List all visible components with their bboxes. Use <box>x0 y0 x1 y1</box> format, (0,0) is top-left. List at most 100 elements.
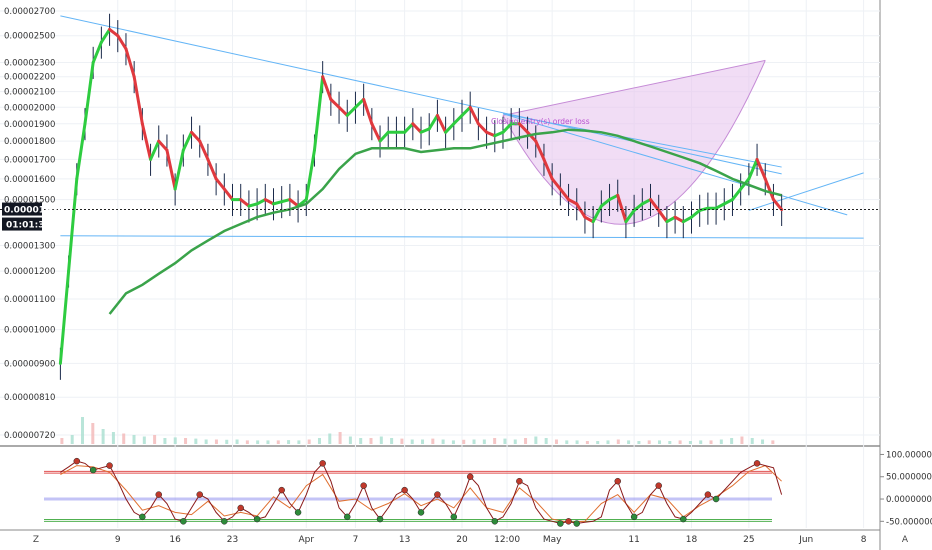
volume-bar <box>122 433 126 444</box>
trendline[interactable] <box>748 172 864 211</box>
volume-bar <box>585 441 589 444</box>
price-segment-down <box>657 208 669 224</box>
volume-bar <box>678 440 682 444</box>
price-segment-up <box>149 139 161 161</box>
buy-signal-dot <box>680 515 687 523</box>
price-segment-up <box>67 177 79 273</box>
volume-bar <box>410 439 414 444</box>
price-segment-down <box>649 198 661 212</box>
price-tick-label: 0.00000720 <box>4 431 55 441</box>
price-segment-up <box>58 269 71 365</box>
volume-bar <box>761 439 765 444</box>
sell-signal-dot <box>155 491 162 498</box>
volume-bar <box>173 437 177 444</box>
price-segment-down <box>329 97 341 109</box>
volume-bar <box>482 439 486 444</box>
x-tick-label: 25 <box>743 535 754 545</box>
closing-order-annotation: Closing entry(s) order loss <box>491 117 590 126</box>
price-segment-down <box>526 130 538 143</box>
volume-bar <box>307 439 311 444</box>
oscillator-tick-label: 100.00000000 <box>886 450 932 460</box>
volume-bar <box>771 440 775 444</box>
price-segment-up <box>640 198 653 206</box>
volume-bar <box>111 432 115 444</box>
price-segment-up <box>91 40 103 64</box>
volume-bar <box>596 441 600 444</box>
trendline[interactable] <box>60 15 782 175</box>
countdown-tag <box>2 217 42 231</box>
buy-signal-dot <box>712 495 720 503</box>
volume-bar <box>184 438 188 444</box>
volume-bar <box>276 440 280 444</box>
buy-signal-dot <box>89 466 97 474</box>
sell-signal-dot <box>655 482 662 489</box>
buy-signal-dot <box>139 513 146 521</box>
volume-bar <box>658 440 662 444</box>
volume-bar <box>668 441 672 444</box>
volume-bar <box>699 440 703 444</box>
price-segment-down <box>214 177 226 191</box>
price-segment-down <box>370 122 382 143</box>
price-tick-label: 0.00001800 <box>4 137 55 147</box>
price-segment-down <box>321 75 333 101</box>
price-segment-up <box>624 208 636 224</box>
price-segment-down <box>222 187 235 202</box>
auto-scale-toggle: A <box>902 535 909 545</box>
sell-signal-dot <box>73 457 81 465</box>
buy-signal-dot <box>221 518 228 525</box>
cup-rim-line <box>502 59 766 116</box>
x-tick-label: 9 <box>115 535 121 545</box>
volume-bar <box>441 439 445 444</box>
volume-bar <box>472 439 476 444</box>
buy-signal-dot <box>491 518 499 525</box>
trendline[interactable] <box>502 113 782 168</box>
price-segment-up <box>345 105 357 117</box>
price-segment-up <box>730 187 743 202</box>
volume-bar <box>256 440 260 444</box>
price-segment-up <box>444 122 456 134</box>
price-segment-down <box>542 157 554 181</box>
volume-bar <box>390 438 394 444</box>
price-segment-up <box>255 198 267 206</box>
volume-bar <box>637 441 641 444</box>
price-segment-up <box>608 193 620 202</box>
price-tick-label: 0.00001600 <box>4 175 55 185</box>
x-tick-label: 18 <box>686 535 698 545</box>
sell-signal-dot <box>278 486 285 494</box>
price-segment-down <box>263 198 275 206</box>
price-segment-down <box>411 122 423 134</box>
x-tick-label: 11 <box>628 535 639 545</box>
price-segment-down <box>116 34 128 51</box>
price-segment-down <box>132 75 144 126</box>
price-segment-up <box>99 27 112 44</box>
volume-bar <box>80 417 84 444</box>
trendline[interactable] <box>60 235 864 239</box>
volume-bar <box>163 438 167 444</box>
price-tick-label: 0.00001200 <box>4 267 55 277</box>
volume-bar <box>91 423 95 444</box>
volume-bar <box>606 440 610 444</box>
sell-signal-dot <box>196 491 203 498</box>
price-segment-down <box>239 198 251 208</box>
volume-bar <box>750 438 754 444</box>
price-segment-down <box>140 122 153 161</box>
price-segment-up <box>665 215 677 224</box>
price-segment-up <box>312 75 325 152</box>
price-tick-label: 0.00001100 <box>4 295 55 305</box>
price-segment-down <box>468 105 480 126</box>
price-tick-label: 0.00002100 <box>4 88 55 98</box>
volume-bar <box>379 436 383 444</box>
price-segment-up <box>591 204 603 224</box>
price-tick-label: 0.00002000 <box>4 103 55 113</box>
price-segment-down <box>755 157 767 181</box>
price-segment-down <box>198 139 210 161</box>
price-segment-up <box>378 130 390 143</box>
sell-signal-dot <box>401 486 408 494</box>
volume-bar <box>565 440 569 444</box>
price-segment-up <box>181 130 194 152</box>
price-segment-down <box>362 97 374 126</box>
volume-bar <box>534 436 538 444</box>
price-tick-label: 0.00002300 <box>4 58 55 68</box>
price-tick-label: 0.00002700 <box>4 7 55 17</box>
volume-bar <box>730 438 734 444</box>
